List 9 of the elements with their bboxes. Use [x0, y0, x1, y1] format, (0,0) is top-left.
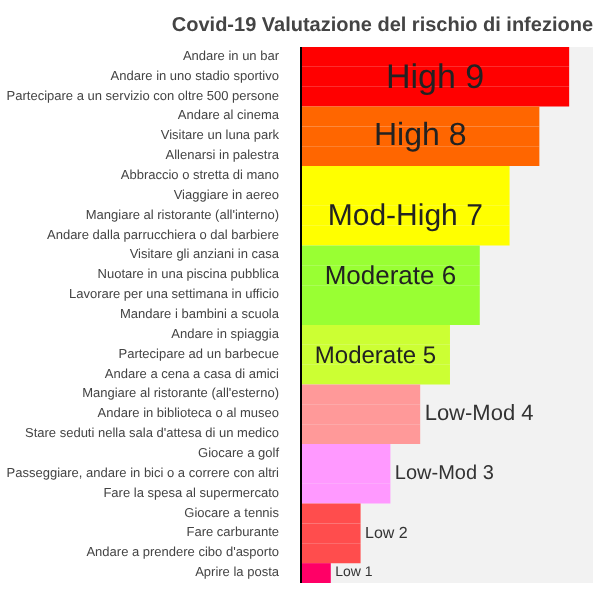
chart-title: Covid-19 Valutazione del rischio di infezione	[171, 15, 594, 37]
data-label: Low-Mod 3	[394, 462, 495, 485]
data-label: Mod-High 7	[327, 198, 483, 233]
data-label: High 9	[385, 57, 485, 96]
data-label: Low 2	[365, 524, 409, 543]
data-label: Moderate 5	[314, 340, 437, 369]
data-label: High 8	[373, 119, 467, 154]
data-label: Low-Mod 4	[424, 402, 534, 427]
data-label: Moderate 6	[324, 260, 457, 291]
